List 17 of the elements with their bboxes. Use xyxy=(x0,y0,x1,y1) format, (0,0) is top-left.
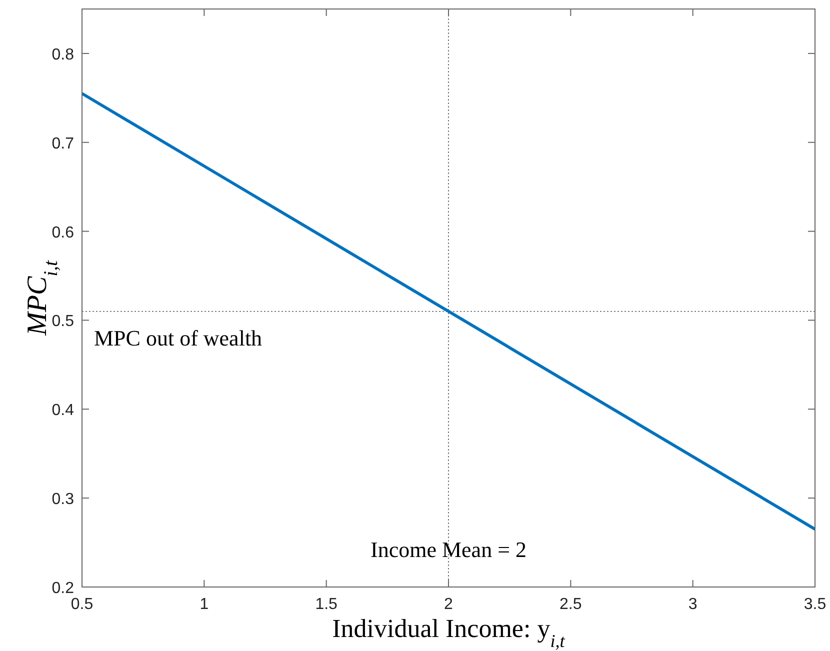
y-tick-label: 0.7 xyxy=(52,135,74,152)
x-tick-label: 1 xyxy=(200,596,209,613)
x-tick-label: 3.5 xyxy=(804,596,826,613)
ref-line-label: Income Mean = 2 xyxy=(370,537,526,562)
x-tick-label: 0.5 xyxy=(70,596,94,613)
x-tick-label: 3 xyxy=(688,596,698,613)
y-tick-label: 0.3 xyxy=(52,491,74,508)
x-axis-title: Individual Income: y$_{i,t}$ xyxy=(332,614,566,651)
y-tick-label: 0.5 xyxy=(52,313,74,330)
y-tick-label: 0.2 xyxy=(52,580,74,597)
x-tick-label: 2 xyxy=(444,596,454,613)
x-tick-label: 1.5 xyxy=(315,596,338,613)
y-tick-label: 0.6 xyxy=(52,224,74,242)
y-tick-label: 0.8 xyxy=(52,46,74,64)
y-tick-label: 0.4 xyxy=(52,402,74,420)
ref-line-label: MPC out of wealth xyxy=(94,325,262,350)
x-tick-label: 2.5 xyxy=(560,596,582,613)
